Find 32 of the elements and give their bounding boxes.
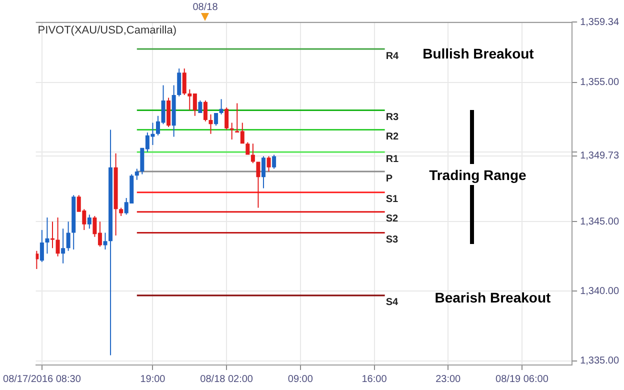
y-tick-label: 1,335.00 — [580, 356, 620, 367]
annotation: Trading Range — [429, 167, 527, 184]
series-label: R2 — [386, 131, 400, 142]
x-tick-label: 19:00 — [140, 374, 166, 385]
x-tick-label: 08/18 02:00 — [200, 374, 254, 385]
series-label: S3 — [386, 234, 398, 246]
x-tick-label: 08/19 06:00 — [496, 374, 549, 385]
y-tick-label: 1,355.00 — [580, 77, 620, 88]
series-label: S1 — [386, 194, 398, 206]
annotation: Bearish Breakout — [434, 290, 552, 306]
series-label: R4 — [386, 50, 400, 62]
x-tick-label: 23:00 — [436, 374, 462, 385]
series-label: R1 — [386, 154, 400, 165]
x-tick-label: 08/17/2016 08:30 — [3, 374, 82, 385]
candlestick — [103, 232, 108, 250]
text: 08/18 — [192, 2, 218, 13]
y-tick-label: 1,359.34 — [580, 16, 620, 28]
x-tick-label: 09:00 — [288, 374, 314, 385]
annotation: Bullish Breakout — [422, 45, 534, 62]
series-label: S4 — [386, 297, 398, 308]
y-tick-label: 1,340.00 — [580, 286, 620, 297]
series-label: S2 — [386, 214, 398, 225]
x-tick-label: 16:00 — [362, 374, 388, 385]
y-tick-label: 1,349.73 — [580, 150, 620, 162]
candlestick — [61, 228, 66, 264]
y-tick-label: 1,345.00 — [580, 216, 620, 228]
series-label: R3 — [386, 112, 400, 124]
candlestick — [36, 250, 39, 269]
candlestick — [45, 217, 50, 254]
candlestick — [50, 222, 54, 248]
series-label: P — [386, 173, 393, 184]
chart-title: PIVOT(XAU/USD,Camarilla) — [38, 24, 177, 37]
